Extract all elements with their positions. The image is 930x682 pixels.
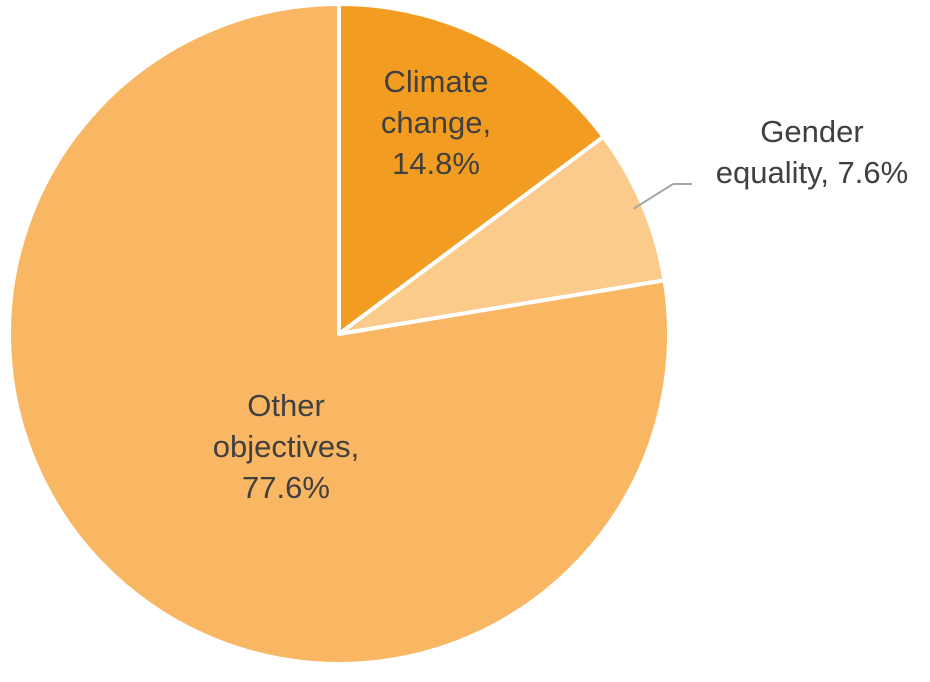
data-label-line: objectives, bbox=[213, 429, 359, 464]
gender-equality-leader-line bbox=[632, 183, 674, 210]
data-label-line: 77.6% bbox=[242, 470, 330, 505]
pie-slice-climate-change bbox=[337, 2, 606, 336]
data-label-climate-change: Climate change, 14.8% bbox=[381, 64, 491, 181]
pie-slices bbox=[7, 2, 671, 666]
data-label-line: Gender bbox=[760, 114, 863, 149]
data-label-other-objectives: Other objectives, 77.6% bbox=[213, 388, 359, 505]
data-label-gender-equality: Gender equality, 7.6% bbox=[716, 114, 908, 190]
data-label-line: 14.8% bbox=[392, 146, 480, 181]
data-label-line: equality, 7.6% bbox=[716, 155, 908, 190]
data-label-line: Climate bbox=[383, 64, 488, 99]
data-label-line: Other bbox=[247, 388, 325, 423]
pie-slice-other-objectives bbox=[7, 2, 671, 666]
data-label-line: change, bbox=[381, 105, 491, 140]
pie-labels: Climate change, 14.8% Gender equality, 7.6% O… bbox=[213, 64, 908, 505]
pie-slice-gender-equality bbox=[337, 134, 667, 336]
